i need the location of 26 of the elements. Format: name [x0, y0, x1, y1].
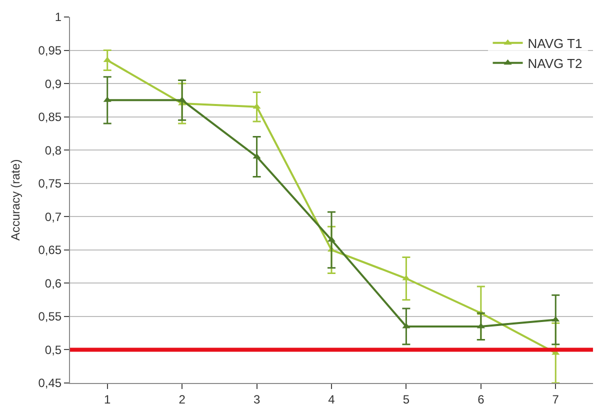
x-tick-label: 7: [552, 392, 560, 406]
y-tick-label: 0,6: [44, 276, 62, 290]
x-tick-label: 1: [104, 392, 112, 406]
x-tick-label: 2: [178, 392, 186, 406]
y-axis-title: Accuracy (rate): [8, 159, 23, 241]
y-tick-label: 0,7: [44, 210, 62, 224]
y-tick-label: 0,65: [38, 243, 62, 258]
y-tick-label: 0,45: [38, 376, 62, 390]
point: [552, 316, 560, 322]
y-tick-label: 0,95: [38, 43, 62, 58]
x-tick-label: 4: [328, 392, 336, 406]
point: [402, 322, 410, 328]
y-tick-label: 0,55: [38, 310, 62, 324]
y-tick-label: 0,9: [44, 76, 62, 91]
y-tick-label: 0,85: [38, 110, 62, 124]
legend-label: NAVG T1: [528, 36, 582, 51]
y-tick-label: 0,75: [38, 176, 62, 191]
legend-label: NAVG T2: [528, 56, 582, 71]
point: [476, 322, 485, 328]
y-tick-label: 0,8: [44, 143, 62, 158]
x-tick-label: 5: [402, 392, 410, 406]
y-tick-label: 1: [54, 10, 62, 24]
x-tick-label: 6: [478, 392, 485, 406]
y-tick-label: 0,5: [44, 342, 62, 357]
point: [252, 103, 261, 109]
x-tick-label: 3: [253, 392, 260, 406]
